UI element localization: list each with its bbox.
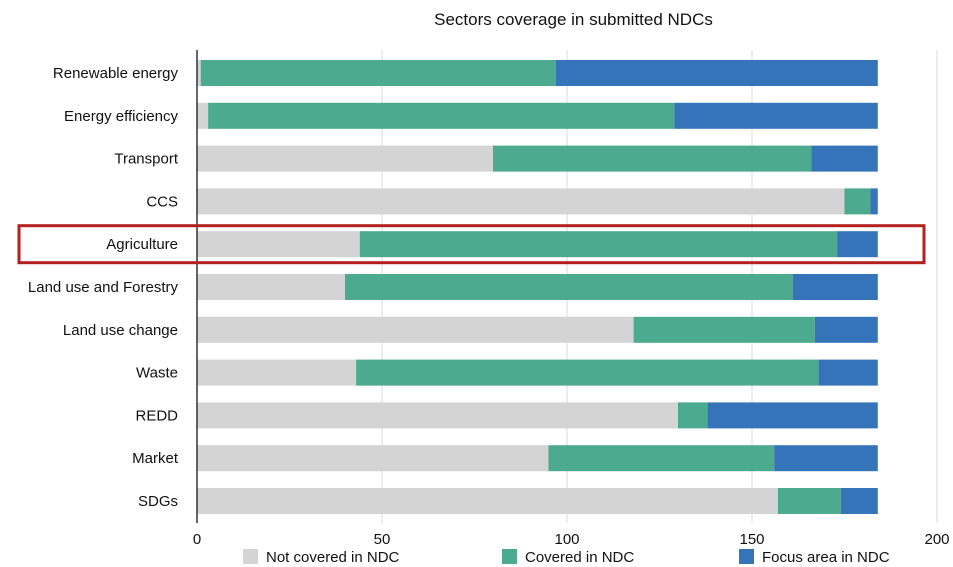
legend-label: Not covered in NDC	[266, 549, 400, 566]
bar-segment	[548, 445, 775, 472]
bar-segment	[345, 274, 793, 300]
legend-label: Focus area in NDC	[762, 549, 890, 566]
bar-segment	[197, 188, 845, 215]
category-label: Transport	[114, 151, 178, 168]
bar-segment	[208, 102, 675, 129]
category-label: Renewable energy	[53, 65, 179, 82]
bar-segment	[197, 316, 634, 343]
bar-segment	[197, 231, 360, 258]
bar-segment	[870, 188, 878, 215]
legend-swatch	[243, 549, 258, 564]
chart-title: Sectors coverage in submitted NDCs	[434, 10, 713, 29]
bar-segment	[837, 231, 878, 258]
x-tick-label: 200	[924, 531, 949, 548]
highlight-box	[17, 224, 926, 265]
bar-segment	[197, 102, 209, 129]
category-label: CCS	[146, 193, 178, 210]
bar-segment	[814, 316, 878, 343]
bar-segment	[707, 402, 878, 429]
bar-segment	[811, 145, 878, 172]
x-tick-label: 150	[739, 531, 764, 548]
category-label: Market	[132, 450, 179, 467]
bar-segment	[356, 359, 819, 386]
legend-swatch	[502, 549, 517, 564]
bar-segment	[493, 145, 812, 172]
legend-swatch	[739, 549, 754, 564]
bar-segment	[197, 445, 549, 472]
bar-segment	[777, 488, 841, 514]
legend-label: Covered in NDC	[525, 549, 634, 566]
bar-segment	[792, 274, 878, 300]
bar-segment	[197, 274, 345, 300]
category-label: SDGs	[138, 493, 178, 510]
bar-segment	[197, 145, 493, 172]
bar-segment	[844, 188, 871, 215]
bar-segment	[774, 445, 878, 472]
bar-segment	[197, 402, 678, 429]
bar-segment	[818, 359, 878, 386]
bar-segment	[197, 359, 357, 386]
x-tick-label: 100	[554, 531, 579, 548]
category-label: REDD	[135, 407, 178, 424]
x-tick-label: 0	[193, 531, 201, 548]
category-label: Land use change	[63, 322, 178, 339]
bar-segment	[197, 60, 201, 86]
category-label: Energy efficiency	[64, 108, 178, 125]
bar-segment	[633, 316, 815, 343]
bar-segment	[840, 488, 878, 514]
bar-segment	[200, 60, 556, 86]
x-tick-label: 50	[374, 531, 391, 548]
bar-segment	[555, 60, 878, 86]
bar-segment	[359, 231, 838, 258]
bar-segment	[197, 488, 778, 514]
bar-segment	[674, 102, 878, 129]
category-label: Waste	[136, 365, 178, 382]
bar-segment	[678, 402, 708, 429]
category-label: Land use and Forestry	[28, 279, 179, 296]
category-label: Agriculture	[106, 236, 178, 253]
